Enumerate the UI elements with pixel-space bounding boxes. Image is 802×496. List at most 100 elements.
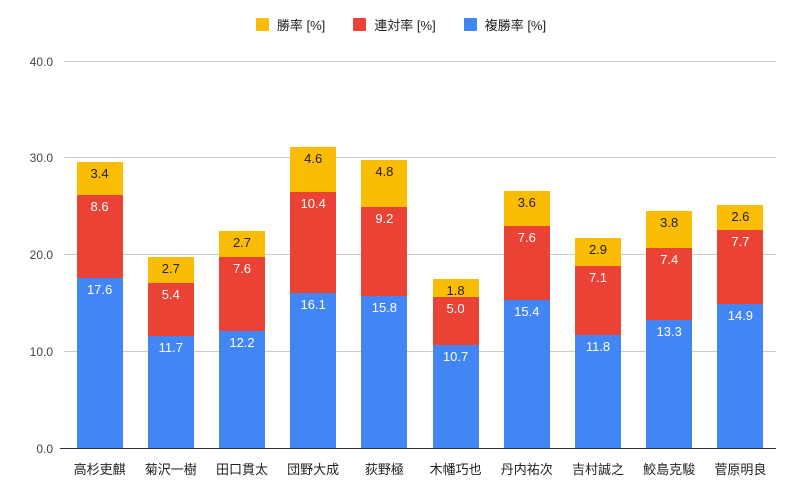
legend-item-show-rate: 複勝率 [%] [463, 15, 547, 34]
bar-segment: 12.2 [219, 330, 265, 449]
gridline-40 [64, 61, 776, 62]
bar-鮫島克駿: 3.8 7.4 13.3 [646, 211, 693, 449]
bar-segment-label: 11.8 [585, 338, 611, 354]
bar-菊沢一樹: 2.7 5.4 11.7 [147, 256, 194, 449]
chart-legend: 勝率 [%] 連対率 [%] 複勝率 [%] [0, 15, 802, 34]
bar-segment: 10.4 [290, 191, 337, 293]
bar-segment-label: 4.8 [375, 163, 394, 179]
bar-segment: 2.6 [717, 204, 764, 230]
legend-label-win-rate: 勝率 [%] [276, 18, 326, 33]
bar-segment-label: 7.1 [588, 269, 608, 285]
bar-segment-label: 3.8 [660, 215, 679, 231]
legend-item-win-rate: 勝率 [%] [255, 15, 326, 34]
bar-segment: 1.8 [432, 279, 479, 299]
bar-segment-label: 2.9 [588, 241, 608, 257]
x-axis-label: 田口貫太 [215, 462, 268, 477]
y-tick-30: 30.0 [29, 151, 53, 165]
bar-segment: 10.7 [432, 345, 479, 449]
bar-segment-label: 5.0 [446, 300, 465, 316]
bar-segment: 7.6 [503, 225, 550, 300]
x-axis-label: 荻野極 [364, 462, 404, 477]
y-tick-20: 20.0 [29, 248, 53, 262]
bar-segment-label: 7.6 [232, 260, 252, 276]
bar-segment: 17.6 [76, 278, 123, 449]
bar-団野大成: 4.6 10.4 16.1 [290, 147, 337, 449]
legend-swatch-win-rate [255, 18, 269, 31]
x-axis-label: 丹内祐次 [500, 462, 553, 477]
x-axis-label: 菊沢一樹 [144, 462, 197, 477]
bar-segment: 15.4 [503, 299, 550, 449]
bar-segment-label: 4.6 [304, 151, 323, 167]
bar-segment: 5.4 [147, 283, 194, 336]
bar-segment-label: 2.6 [731, 208, 750, 224]
x-axis-line [60, 448, 776, 449]
y-tick-10: 10.0 [29, 345, 53, 359]
bar-segment: 7.6 [219, 256, 265, 331]
bar-segment-label: 7.6 [517, 229, 536, 245]
plot-area: 0.0 10.0 20.0 30.0 40.0 3.4 8.6 17.6 2.7 5.4… [30, 55, 776, 477]
bar-segment-label: 8.6 [90, 198, 109, 214]
bar-高杉吏麒: 3.4 8.6 17.6 [76, 161, 123, 449]
bar-木幡巧也: 1.8 5.0 10.7 [432, 279, 479, 449]
bar-segment: 4.6 [290, 147, 337, 192]
bar-segment-label: 2.7 [161, 260, 180, 276]
x-axis-label: 団野大成 [287, 462, 340, 477]
bar-segment-label: 16.1 [300, 296, 326, 312]
bar-segment: 3.4 [76, 161, 123, 195]
bar-segment: 11.7 [147, 335, 194, 449]
gridline-20 [64, 254, 776, 255]
bar-segment: 7.4 [646, 248, 693, 320]
bar-吉村誠之: 2.9 7.1 11.8 [575, 237, 621, 449]
bar-荻野極: 4.8 9.2 15.8 [361, 159, 408, 449]
legend-item-quinella-rate: 連対率 [%] [353, 15, 436, 34]
bar-segment-label: 11.7 [158, 339, 183, 355]
bar-segment: 2.9 [575, 237, 621, 266]
bar-segment-label: 7.7 [731, 233, 750, 249]
bar-segment: 15.8 [361, 295, 408, 449]
bar-segment: 9.2 [361, 206, 408, 296]
x-axis-label: 吉村誠之 [571, 462, 624, 477]
bar-segment: 13.3 [646, 319, 693, 449]
bar-segment: 7.7 [717, 229, 764, 305]
legend-swatch-show-rate [463, 18, 477, 31]
bar-segment-label: 17.6 [86, 282, 113, 298]
x-axis-label: 鮫島克駿 [643, 462, 696, 477]
bar-segment-label: 2.7 [232, 234, 252, 250]
bar-segment-label: 13.3 [656, 323, 682, 339]
x-axis-label: 菅原明良 [714, 462, 767, 477]
bar-segment: 11.8 [575, 334, 621, 449]
bar-segment: 8.6 [76, 194, 123, 279]
bar-segment-label: 9.2 [375, 210, 394, 226]
y-tick-0: 0.0 [36, 442, 53, 456]
bar-segment: 3.8 [646, 211, 693, 249]
bar-segment: 7.1 [575, 265, 621, 335]
legend-swatch-quinella-rate [353, 18, 367, 31]
bar-segment: 4.8 [361, 159, 408, 207]
gridline-30 [64, 157, 776, 158]
bar-segment-label: 15.8 [371, 299, 398, 315]
gridline-10 [64, 351, 776, 352]
bar-田口貫太: 2.7 7.6 12.2 [219, 230, 265, 449]
bar-segment-label: 12.2 [229, 334, 255, 350]
bar-菅原明良: 2.6 7.7 14.9 [717, 204, 764, 449]
bar-segment: 14.9 [717, 304, 764, 449]
bar-segment: 3.6 [503, 190, 550, 226]
bar-segment-label: 1.8 [446, 283, 465, 299]
bar-segment-label: 10.7 [442, 349, 469, 365]
bar-丹内祐次: 3.6 7.6 15.4 [503, 190, 550, 449]
bar-segment-label: 5.4 [161, 287, 180, 303]
bar-segment-label: 10.4 [300, 195, 326, 211]
bar-segment: 2.7 [219, 230, 265, 257]
bar-segment-label: 15.4 [514, 303, 540, 319]
legend-label-show-rate: 複勝率 [%] [484, 18, 547, 33]
y-tick-40: 40.0 [29, 55, 53, 69]
bar-segment: 5.0 [432, 296, 479, 346]
bar-segment: 16.1 [290, 292, 337, 449]
legend-label-quinella-rate: 連対率 [%] [374, 18, 436, 33]
bar-segment: 2.7 [147, 256, 194, 284]
x-axis-label: 木幡巧也 [429, 462, 482, 477]
bar-segment-label: 3.4 [90, 165, 109, 181]
bar-segment-label: 3.6 [517, 194, 536, 210]
bar-segment-label: 14.9 [727, 308, 754, 324]
